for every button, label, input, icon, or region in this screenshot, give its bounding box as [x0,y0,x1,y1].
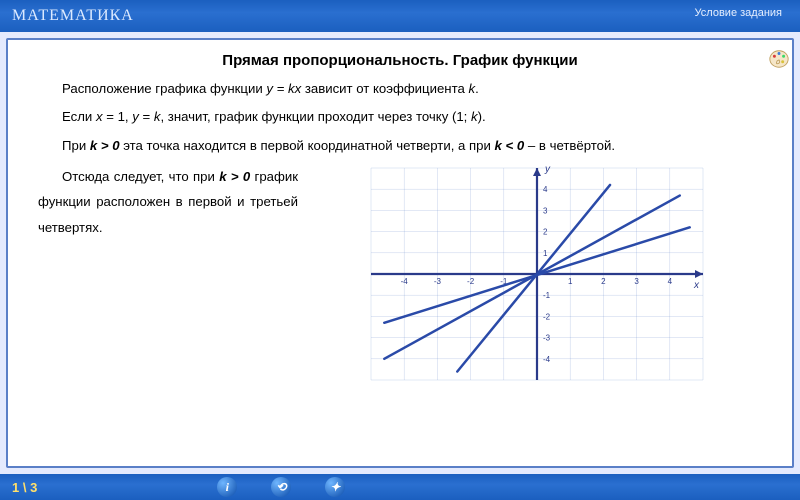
paragraph-1: Расположение графика функции y = kx зави… [38,79,762,99]
reset-button[interactable]: ⟲ [271,477,291,497]
action-button[interactable]: ✦ [325,477,345,497]
paragraph-4: Отсюда следует, что при k > 0 график фун… [38,164,298,239]
cond-k-pos: k > 0 [90,138,120,153]
header-bar: МАТЕМАТИКА Условие задания [0,0,800,32]
cond-k-pos: k > 0 [219,169,250,184]
text: Расположение графика функции [62,81,266,96]
page-title: Прямая пропорциональность. График функци… [38,52,762,69]
paragraph-2: Если x = 1, y = k, значит, график функци… [38,107,762,127]
info-icon: i [226,480,229,495]
svg-text:4: 4 [543,186,548,195]
svg-text:1: 1 [568,277,573,286]
svg-text:3: 3 [543,207,548,216]
text: эта точка находится в первой координатно… [120,138,495,153]
svg-text:-2: -2 [543,313,551,322]
text: . [475,81,479,96]
svg-text:3: 3 [634,277,639,286]
text: Отсюда следует, что при [62,169,219,184]
svg-text:-4: -4 [401,277,409,286]
svg-text:2: 2 [543,228,548,237]
text: – в четвёртой. [524,138,615,153]
svg-text:4: 4 [668,277,673,286]
reset-icon: ⟲ [276,480,286,495]
svg-text:1: 1 [543,249,548,258]
svg-text:-2: -2 [467,277,475,286]
page-counter: 1 \ 3 [12,480,37,495]
content-area: Прямая пропорциональность. График функци… [0,32,800,474]
paragraph-3: При k > 0 эта точка находится в первой к… [38,136,762,156]
action-icon: ✦ [330,480,340,495]
svg-text:y: y [544,164,551,175]
text: зависит от коэффициента [301,81,468,96]
var-x: x [96,109,103,124]
text: , значит, график функции проходит через … [160,109,471,124]
var-y: y [132,109,139,124]
text: = 1, [103,109,133,124]
svg-text:-3: -3 [434,277,442,286]
info-button[interactable]: i [217,477,237,497]
svg-text:-3: -3 [543,334,551,343]
svg-text:-4: -4 [543,355,551,364]
task-label: Условие задания [695,7,782,19]
svg-text:x: x [693,280,700,291]
svg-text:2: 2 [601,277,606,286]
footer-bar: 1 \ 3 i ⟲ ✦ [0,474,800,500]
function-chart: -4-3-2-11234-4-3-2-11234yx [312,164,762,384]
svg-text:-1: -1 [543,292,551,301]
page-sheet: Прямая пропорциональность. График функци… [6,38,794,468]
formula: y = kx [266,81,301,96]
text: При [62,138,90,153]
text: = [139,109,154,124]
text: ). [478,109,486,124]
subject-title: МАТЕМАТИКА [12,7,134,25]
text: Если [62,109,96,124]
var-k: k [471,109,478,124]
cond-k-neg: k < 0 [495,138,525,153]
paragraph-4-col: Отсюда следует, что при k > 0 график фун… [38,164,298,384]
palette-icon[interactable] [768,48,790,70]
